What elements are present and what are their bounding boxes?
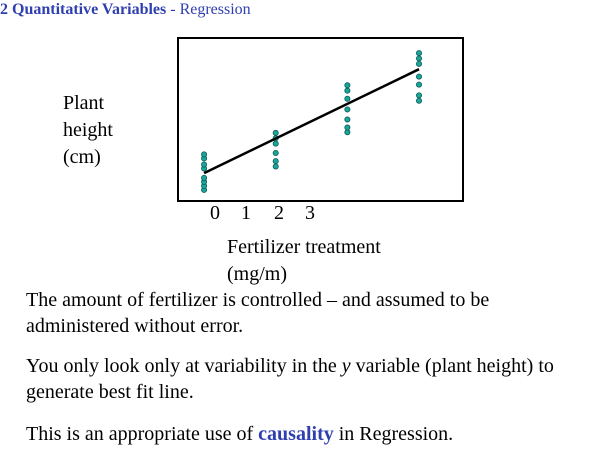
data-point	[344, 106, 351, 113]
paragraph-text: in Regression.	[333, 423, 454, 445]
y-axis-label: Plant height (cm)	[63, 90, 113, 171]
variable-y: y	[341, 355, 351, 377]
data-point	[416, 73, 423, 80]
x-axis-label-line: (mg/m)	[227, 263, 287, 285]
y-axis-label-line: Plant	[63, 92, 105, 114]
data-point	[416, 92, 423, 99]
paragraph-variability: You only look only at variability in the…	[26, 353, 588, 405]
plot-frame	[177, 37, 464, 202]
data-point	[344, 116, 351, 123]
data-point	[416, 50, 423, 57]
fit-line	[203, 68, 420, 175]
section-title: 2 Quantitative Variables	[0, 1, 167, 18]
x-axis-label: Fertilizer treatment (mg/m)	[227, 234, 381, 288]
header-separator: -	[166, 1, 180, 18]
x-axis-label-line: Fertilizer treatment	[227, 236, 381, 258]
data-point	[272, 150, 279, 157]
x-tick-label: 1	[241, 202, 251, 224]
data-point	[344, 87, 351, 94]
data-point	[201, 161, 208, 168]
data-point	[201, 151, 208, 158]
data-point	[416, 97, 423, 104]
data-point	[416, 60, 423, 67]
y-axis-label-line: height	[63, 119, 113, 141]
data-point	[272, 129, 279, 136]
x-tick-label: 0	[210, 202, 220, 224]
data-point	[416, 55, 423, 62]
y-axis-label-line: (cm)	[63, 146, 101, 168]
paragraph-text: You only look only at variability in the	[26, 355, 342, 377]
data-point	[344, 95, 351, 102]
x-tick-label: 2	[274, 202, 284, 224]
data-point	[272, 163, 279, 170]
paragraph-causality: This is an appropriate use of causality …	[26, 421, 588, 447]
data-point	[344, 124, 351, 131]
paragraph-controlled: The amount of fertilizer is controlled –…	[26, 289, 490, 337]
causality-term: causality	[258, 423, 334, 445]
data-point	[272, 158, 279, 165]
data-point	[201, 174, 208, 181]
paragraph-text: variable (plant height) to generate best…	[26, 355, 554, 403]
slide-header: 2 Quantitative Variables - Regression	[0, 1, 251, 19]
paragraph-text: This is an appropriate use of	[26, 423, 259, 445]
section-subtitle: Regression	[179, 1, 251, 18]
data-point	[272, 140, 279, 147]
x-tick-label: 3	[305, 202, 315, 224]
data-point	[344, 82, 351, 89]
data-point	[416, 81, 423, 88]
